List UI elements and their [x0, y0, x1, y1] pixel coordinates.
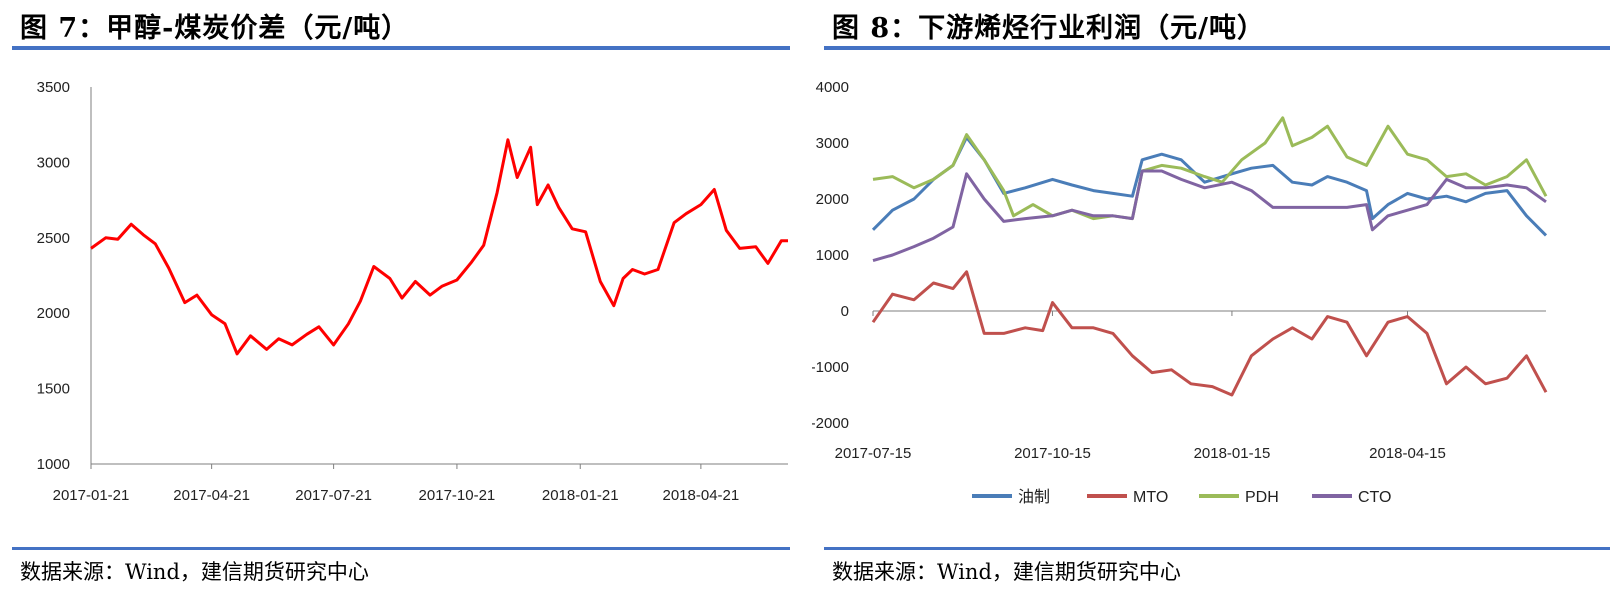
y-tick-label: 1000 — [816, 247, 849, 264]
figure-title: 图 8：下游烯烃行业利润（元/吨） — [832, 13, 1266, 44]
series-line-0 — [90, 138, 788, 356]
chart-methanol-coal-spread: 1000 1500 2000 2500 3000 3500 2017-01-21 2017-0… — [37, 79, 788, 504]
x-tick-label: 2018-04-15 — [1369, 445, 1446, 462]
x-tick-label: 2018-01-15 — [1194, 445, 1271, 462]
data-source: 数据来源：Wind，建信期货研究中心 — [20, 560, 369, 584]
data-source: 数据来源：Wind，建信期货研究中心 — [832, 560, 1181, 584]
y-tick-label: 1500 — [37, 381, 70, 398]
series-line-3 — [872, 169, 1547, 263]
legend-label: PDH — [1245, 489, 1279, 506]
y-tick-label: 2000 — [816, 191, 849, 208]
x-tick-label: 2017-07-15 — [835, 445, 912, 462]
series-line-2 — [872, 116, 1548, 221]
y-tick-label: 3000 — [37, 154, 70, 171]
x-tick-label: 2018-04-21 — [663, 487, 740, 504]
chart-olefin-profit: -2000 -1000 0 1000 2000 3000 4000 2017-07-15 201… — [812, 79, 1548, 506]
legend-label: 油制 — [1018, 488, 1050, 506]
x-tick-label: 2017-10-21 — [419, 487, 496, 504]
y-tick-label: 0 — [841, 303, 849, 320]
y-tick-label: 3500 — [37, 79, 70, 96]
legend-label: CTO — [1358, 489, 1391, 506]
y-tick-label: 2000 — [37, 305, 70, 322]
y-tick-label: -2000 — [812, 415, 849, 432]
x-tick-label: 2018-01-21 — [542, 487, 619, 504]
y-tick-label: 3000 — [816, 135, 849, 152]
y-tick-label: -1000 — [812, 359, 849, 376]
source-rule — [12, 547, 790, 550]
legend-label: MTO — [1133, 489, 1168, 506]
y-tick-label: 2500 — [37, 230, 70, 247]
title-rule — [824, 46, 1610, 50]
series-line-1 — [871, 270, 1548, 397]
source-rule — [824, 547, 1610, 550]
figure-title: 图 7：甲醇-煤炭价差（元/吨） — [20, 13, 410, 44]
x-tick-label: 2017-04-21 — [173, 487, 250, 504]
x-tick-label: 2017-07-21 — [295, 487, 372, 504]
panel-olefin-profit: 图 8：下游烯烃行业利润（元/吨） -2000 -1000 0 1000 2000 300… — [812, 0, 1610, 591]
y-tick-label: 1000 — [37, 456, 70, 473]
x-tick-label: 2017-01-21 — [53, 487, 130, 504]
x-tick-label: 2017-10-15 — [1014, 445, 1091, 462]
title-rule — [12, 46, 790, 50]
panel-methanol-coal-spread: 图 7：甲醇-煤炭价差（元/吨） 1000 1500 2000 2500 3000 350… — [0, 0, 790, 591]
y-tick-label: 4000 — [816, 79, 849, 96]
